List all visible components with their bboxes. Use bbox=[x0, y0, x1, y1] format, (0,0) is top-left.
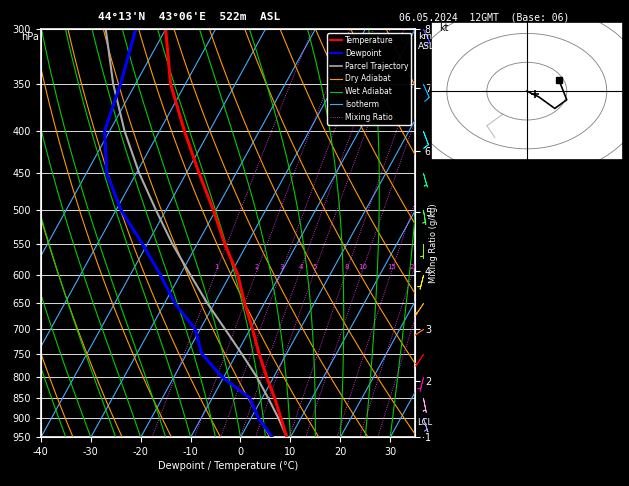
Text: 44°13'N  43°06'E  522m  ASL: 44°13'N 43°06'E 522m ASL bbox=[97, 12, 280, 22]
Text: 06.05.2024  12GMT  (Base: 06): 06.05.2024 12GMT (Base: 06) bbox=[399, 12, 569, 22]
Text: Mixing Ratio (g/kg): Mixing Ratio (g/kg) bbox=[429, 203, 438, 283]
Text: 14: 14 bbox=[604, 375, 615, 384]
X-axis label: Dewpoint / Temperature (°C): Dewpoint / Temperature (°C) bbox=[158, 461, 298, 471]
Text: 955: 955 bbox=[599, 335, 615, 344]
Text: 15: 15 bbox=[604, 169, 615, 178]
Text: km
ASL: km ASL bbox=[418, 32, 435, 51]
Text: 0: 0 bbox=[610, 307, 615, 316]
Text: 6: 6 bbox=[610, 279, 615, 289]
Text: θₑ(K): θₑ(K) bbox=[438, 266, 465, 275]
Text: 10: 10 bbox=[358, 264, 367, 270]
Text: 6.4: 6.4 bbox=[599, 252, 615, 261]
Text: 9.3: 9.3 bbox=[599, 238, 615, 247]
Text: 8: 8 bbox=[345, 264, 349, 270]
Text: Totals Totals: Totals Totals bbox=[438, 188, 508, 197]
Text: PW (cm): PW (cm) bbox=[438, 207, 476, 216]
Text: 0: 0 bbox=[610, 388, 615, 398]
Text: Temp (°C): Temp (°C) bbox=[438, 238, 487, 247]
Text: 2: 2 bbox=[255, 264, 259, 270]
Text: K: K bbox=[438, 169, 444, 178]
Text: Lifted Index: Lifted Index bbox=[438, 279, 503, 289]
Text: 14: 14 bbox=[604, 293, 615, 302]
Text: LCL: LCL bbox=[416, 417, 431, 427]
Text: EH: EH bbox=[438, 413, 449, 422]
Text: 18: 18 bbox=[604, 413, 615, 422]
Text: 304: 304 bbox=[599, 348, 615, 357]
Text: 15: 15 bbox=[387, 264, 396, 270]
Text: SREH: SREH bbox=[438, 425, 460, 434]
Text: hPa: hPa bbox=[21, 32, 38, 42]
Text: StmDir: StmDir bbox=[438, 437, 470, 446]
Text: Most Unstable: Most Unstable bbox=[492, 321, 562, 330]
Text: CAPE (J): CAPE (J) bbox=[438, 293, 482, 302]
Text: 20: 20 bbox=[409, 264, 418, 270]
Text: Lifted Index: Lifted Index bbox=[438, 362, 503, 371]
Text: 4: 4 bbox=[298, 264, 303, 270]
Text: 5: 5 bbox=[313, 264, 317, 270]
Text: Dewp (°C): Dewp (°C) bbox=[438, 252, 487, 261]
Text: 3: 3 bbox=[280, 264, 284, 270]
Text: 44: 44 bbox=[604, 188, 615, 197]
Text: CAPE (J): CAPE (J) bbox=[438, 375, 482, 384]
Text: 6: 6 bbox=[610, 362, 615, 371]
Text: 1.49: 1.49 bbox=[594, 207, 615, 216]
Text: kt: kt bbox=[439, 22, 448, 33]
Text: 1: 1 bbox=[214, 264, 219, 270]
Text: 244°: 244° bbox=[594, 437, 615, 446]
Text: 17: 17 bbox=[604, 425, 615, 434]
Text: CIN (J): CIN (J) bbox=[438, 388, 476, 398]
Text: © weatheronline.co.uk: © weatheronline.co.uk bbox=[476, 471, 581, 480]
Text: 304: 304 bbox=[599, 266, 615, 275]
Text: 7: 7 bbox=[610, 449, 615, 458]
Text: Pressure (mb): Pressure (mb) bbox=[438, 335, 508, 344]
Text: CIN (J): CIN (J) bbox=[438, 307, 476, 316]
Text: θₑ (K): θₑ (K) bbox=[438, 348, 470, 357]
Text: Surface: Surface bbox=[508, 225, 545, 233]
Text: StmSpd (kt): StmSpd (kt) bbox=[438, 449, 498, 458]
Legend: Temperature, Dewpoint, Parcel Trajectory, Dry Adiabat, Wet Adiabat, Isotherm, Mi: Temperature, Dewpoint, Parcel Trajectory… bbox=[327, 33, 411, 125]
Text: Hodograph: Hodograph bbox=[503, 401, 551, 410]
